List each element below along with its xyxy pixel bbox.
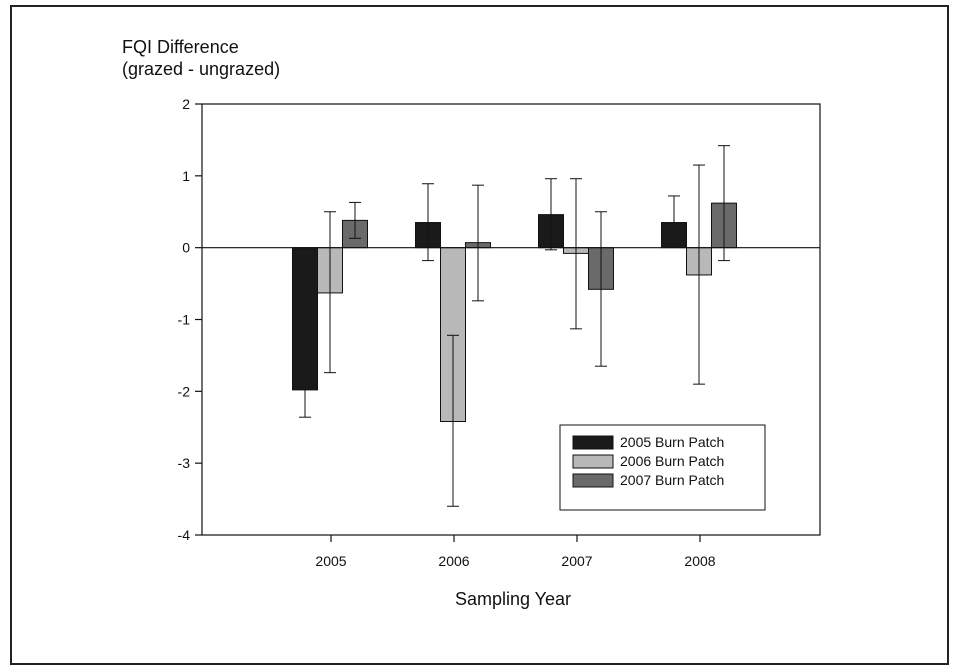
x-tick-label: 2005 [315, 553, 346, 569]
x-tick-label: 2007 [561, 553, 592, 569]
legend-swatch [572, 454, 614, 469]
y-tick-label: -4 [178, 527, 191, 543]
legend-label: 2007 Burn Patch [620, 472, 724, 488]
y-axis-label-line1: FQI Difference [122, 37, 239, 57]
y-axis-label-line2: (grazed - ungrazed) [122, 59, 280, 79]
y-tick-label: 2 [182, 96, 190, 112]
bar-2005-burn-patch-2005 [292, 247, 318, 391]
plot-area: 2 1 0 -1 -2 -3 -4 2005 2006 2007 2008 2005 Burn Pat… [178, 96, 821, 569]
y-tick-label: -3 [178, 455, 191, 471]
legend-swatch [572, 473, 614, 488]
y-tick-label: 1 [182, 168, 190, 184]
legend-label: 2005 Burn Patch [620, 434, 724, 450]
legend-label: 2006 Burn Patch [620, 453, 724, 469]
x-tick-label: 2008 [684, 553, 715, 569]
y-tick-label: 0 [182, 240, 190, 256]
x-axis-label: Sampling Year [455, 589, 571, 609]
y-tick-label: -2 [178, 383, 191, 399]
legend-swatch [572, 435, 614, 450]
figure-frame [10, 5, 949, 665]
y-tick-label: -1 [178, 312, 191, 328]
x-tick-label: 2006 [438, 553, 469, 569]
bar-2005-burn-patch-2008 [661, 222, 687, 249]
